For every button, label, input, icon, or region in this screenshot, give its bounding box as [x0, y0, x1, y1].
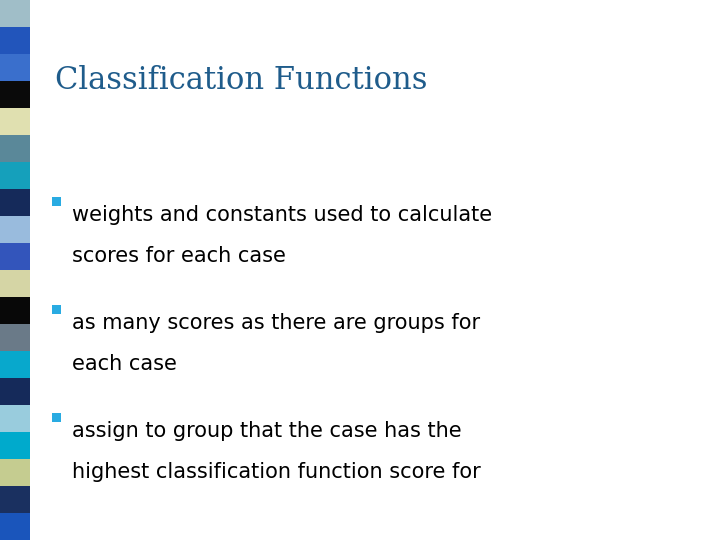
Bar: [0, 189, 30, 216]
Bar: [0, 162, 30, 189]
Bar: [0, 27, 30, 54]
Bar: [0, 297, 30, 324]
Bar: [52, 197, 61, 206]
Bar: [0, 513, 30, 540]
Bar: [0, 81, 30, 108]
Bar: [52, 413, 61, 422]
Text: weights and constants used to calculate: weights and constants used to calculate: [72, 205, 492, 225]
Bar: [0, 351, 30, 378]
Bar: [0, 486, 30, 513]
Bar: [0, 108, 30, 135]
Bar: [0, 216, 30, 243]
Text: highest classification function score for: highest classification function score fo…: [72, 462, 481, 482]
Text: Classification Functions: Classification Functions: [55, 65, 428, 96]
Text: as many scores as there are groups for: as many scores as there are groups for: [72, 313, 480, 333]
Bar: [0, 432, 30, 459]
Bar: [0, 459, 30, 486]
Text: each case: each case: [72, 354, 177, 374]
Bar: [0, 54, 30, 81]
Bar: [0, 0, 30, 27]
Bar: [0, 135, 30, 162]
Bar: [0, 243, 30, 270]
Bar: [0, 378, 30, 405]
Text: scores for each case: scores for each case: [72, 246, 286, 266]
Text: assign to group that the case has the: assign to group that the case has the: [72, 421, 462, 441]
Bar: [0, 405, 30, 432]
Bar: [52, 305, 61, 314]
Bar: [0, 270, 30, 297]
Bar: [0, 324, 30, 351]
